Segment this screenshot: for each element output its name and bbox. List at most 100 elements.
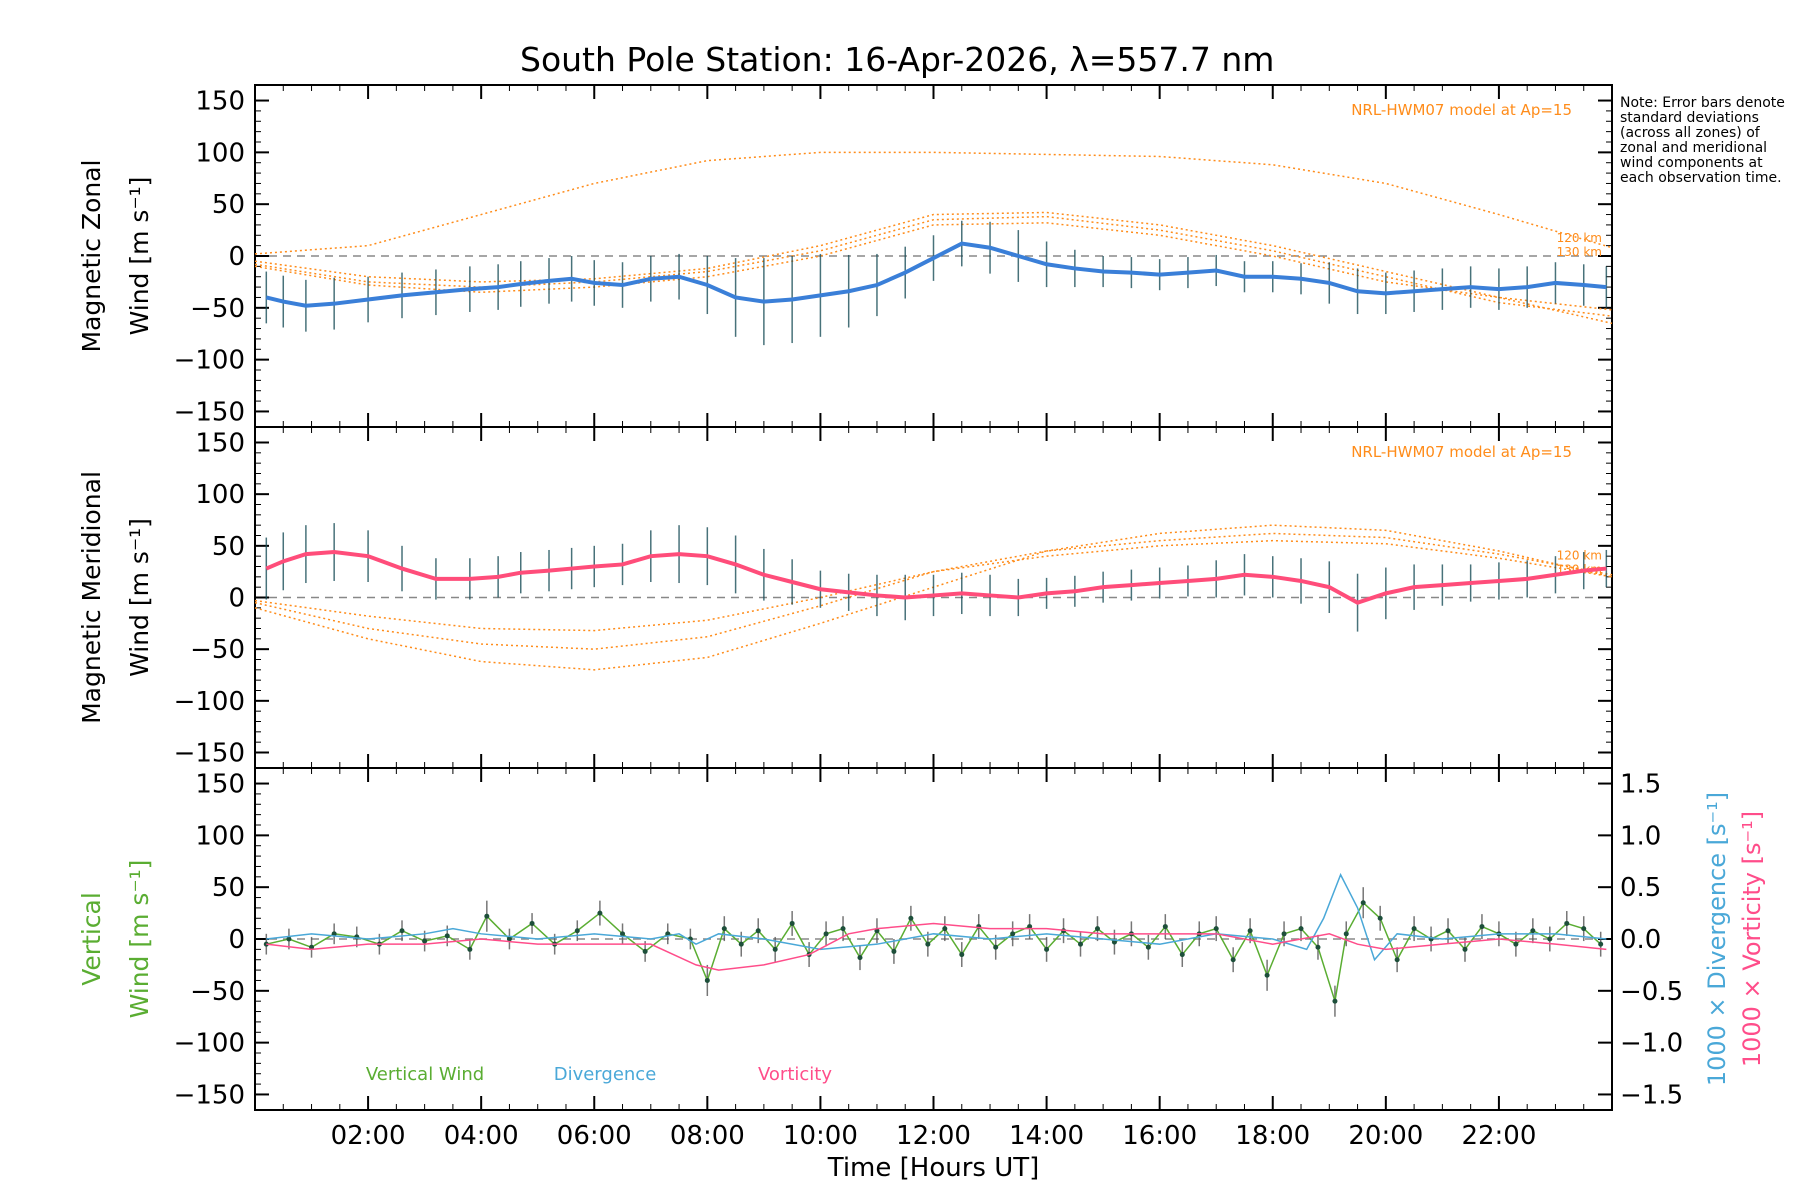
data-point: [1581, 926, 1587, 932]
data-point: [399, 928, 405, 934]
ylabel-units-meridional: Wind [m s⁻¹]: [125, 518, 154, 677]
xtick-label: 14:00: [1009, 1121, 1084, 1151]
data-point: [1027, 924, 1033, 930]
model-alt-label-zonal: 130 km: [1557, 245, 1602, 259]
model-curve-zonal-0: [254, 151, 1613, 255]
ytick-label-zonal: 0: [228, 242, 245, 272]
model-curve-meridional-2: [254, 539, 1613, 632]
series-vertical-0: [263, 887, 1604, 1017]
ytick-label-zonal: −100: [174, 346, 245, 376]
model-alt-label-zonal: 120 km: [1557, 231, 1602, 245]
data-point: [1394, 957, 1400, 963]
ylabel-meridional: Magnetic Meridional: [77, 471, 106, 724]
data-point: [755, 928, 761, 934]
data-point: [529, 920, 535, 926]
ytick-label-meridional: −150: [174, 739, 245, 769]
xtick-label: 02:00: [331, 1121, 406, 1151]
data-point: [1179, 952, 1185, 958]
error-bar-note: Note: Error bars denote standard deviati…: [1620, 95, 1785, 186]
data-point: [1445, 928, 1451, 934]
data-point: [1315, 944, 1321, 950]
data-point: [993, 944, 999, 950]
xtick-label: 18:00: [1235, 1121, 1310, 1151]
data-point: [721, 926, 727, 932]
data-point: [422, 938, 428, 944]
ylabel-vertical: Vertical: [77, 892, 106, 986]
ytick-label-vertical: −50: [190, 977, 245, 1007]
data-point: [789, 920, 795, 926]
data-point: [1377, 915, 1383, 921]
data-point: [574, 928, 580, 934]
series-zonal-0: [265, 220, 1608, 346]
data-point: [1213, 926, 1219, 932]
data-point: [620, 931, 626, 937]
ytick-label-zonal: −50: [190, 294, 245, 324]
data-point: [1564, 920, 1570, 926]
data-point: [1145, 944, 1151, 950]
data-point: [597, 910, 603, 916]
xtick-label: 08:00: [670, 1121, 745, 1151]
y2tick-label: 1.5: [1620, 770, 1661, 800]
series-vertical-1: [266, 872, 1607, 962]
series-line-magnetic-meridional-wind: [265, 550, 1607, 605]
data-point: [1343, 931, 1349, 937]
model-label-zonal: NRL-HWM07 model at Ap=15: [1351, 101, 1572, 119]
ylabel-units-vertical: Wind [m s⁻¹]: [125, 860, 154, 1019]
model-alt-label-meridional: 120 km: [1557, 549, 1602, 563]
data-point: [1360, 900, 1366, 906]
data-point: [467, 946, 473, 952]
data-point: [772, 946, 778, 952]
data-point: [857, 955, 863, 961]
legend-entry: Vorticity: [758, 1064, 832, 1085]
panel-zonal: −150 −100 −50 0 50 100 150 Magnetic Zonal Wind […: [77, 84, 1613, 428]
data-point: [484, 913, 490, 919]
data-point: [1332, 998, 1338, 1004]
series-line-vorticity: [266, 922, 1607, 971]
xtick-label: 12:00: [896, 1121, 971, 1151]
series-vertical-2: [266, 922, 1607, 971]
data-point: [840, 926, 846, 932]
data-point: [891, 948, 897, 954]
data-point: [738, 941, 744, 947]
data-point: [1281, 931, 1287, 937]
xtick-label: 22:00: [1461, 1121, 1536, 1151]
model-curve-zonal-3: [254, 222, 1613, 311]
legend-entry: Divergence: [554, 1064, 657, 1085]
y2tick-label: 0.5: [1620, 873, 1661, 903]
data-point: [1479, 924, 1485, 930]
xtick-label: 04:00: [444, 1121, 519, 1151]
chart-title: South Pole Station: 16-Apr-2026, λ=557.7…: [520, 40, 1275, 79]
data-point: [1162, 924, 1168, 930]
model-label-meridional: NRL-HWM07 model at Ap=15: [1351, 443, 1572, 461]
ylabel-units-zonal: Wind [m s⁻¹]: [125, 177, 154, 336]
ytick-label-meridional: 100: [195, 480, 245, 510]
model-curve-zonal-2: [254, 215, 1613, 317]
data-point: [959, 952, 965, 958]
ytick-label-meridional: 50: [212, 532, 245, 562]
xtick-label: 10:00: [783, 1121, 858, 1151]
data-point: [1247, 928, 1253, 934]
data-point: [1010, 931, 1016, 937]
y2tick-label: −1.0: [1620, 1029, 1683, 1059]
y2tick-label: −0.5: [1620, 977, 1683, 1007]
model-curve-meridional-1: [254, 532, 1613, 650]
ytick-label-meridional: 150: [195, 429, 245, 459]
ytick-label-vertical: −150: [174, 1080, 245, 1110]
y2tick-label: −1.5: [1620, 1080, 1683, 1110]
ytick-label-meridional: −100: [174, 687, 245, 717]
ytick-label-meridional: 0: [228, 584, 245, 614]
ytick-label-vertical: 50: [212, 873, 245, 903]
legend-entry: Vertical Wind: [366, 1064, 484, 1085]
data-point: [506, 936, 512, 942]
data-point: [1044, 946, 1050, 952]
data-point: [1547, 936, 1553, 942]
y2tick-label: 0.0: [1620, 925, 1661, 955]
data-point: [1513, 941, 1519, 947]
panel-vertical: −150 −100 −50 0 50 100 150 Vertical Wind [m s⁻¹]…: [77, 767, 1766, 1111]
ytick-label-zonal: 100: [195, 138, 245, 168]
ytick-label-zonal: 150: [195, 87, 245, 117]
data-point: [286, 936, 292, 942]
y2label-divergence: 1000 × Divergence [s⁻¹]: [1703, 792, 1731, 1086]
y2label-vorticity: 1000 × Vorticity [s⁻¹]: [1738, 811, 1766, 1067]
